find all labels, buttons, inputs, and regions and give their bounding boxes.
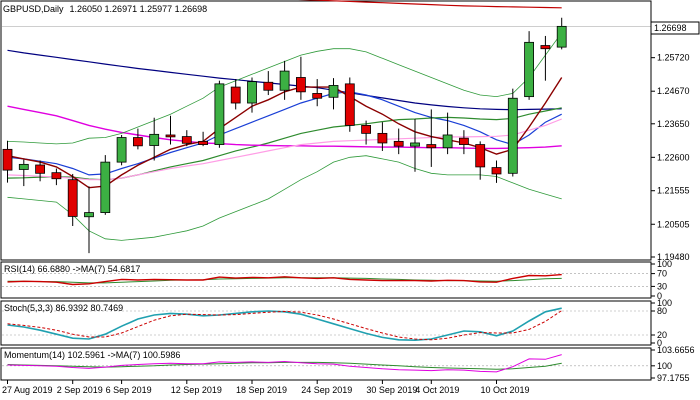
bull-candle-body <box>507 97 518 174</box>
bull-candle-body <box>442 134 453 149</box>
indicator-tick-label: 100 <box>657 259 672 269</box>
overlay-boll_lower <box>7 155 562 241</box>
bear-candle-body <box>132 137 143 147</box>
candlestick-series <box>2 17 567 254</box>
bear-candle-body <box>393 140 404 147</box>
bear-candle-body <box>230 86 241 104</box>
bear-candle-body <box>263 81 274 91</box>
bear-candle-body <box>361 124 372 134</box>
bear-candle-body <box>540 45 551 50</box>
indicator-tick-label: 30 <box>657 281 667 291</box>
price-tick-label: 1.19480 <box>657 252 690 262</box>
bear-candle-body <box>67 179 78 217</box>
bull-candle-body <box>84 212 94 218</box>
date-tick-label: 24 Sep 2019 <box>301 385 352 395</box>
bull-candle-body <box>247 81 257 104</box>
bear-candle-body <box>475 144 486 168</box>
bull-candle-body <box>149 133 160 146</box>
date-tick-label: 4 Oct 2019 <box>415 385 459 395</box>
date-tick-label: 10 Oct 2019 <box>481 385 530 395</box>
date-tick-label: 30 Sep 2019 <box>366 385 417 395</box>
bull-candle-body <box>410 142 420 147</box>
date-tick-label: 2 Sep 2019 <box>57 385 103 395</box>
date-axis: 27 Aug 2019 2 Sep 2019 6 Sep 2019 12 Sep 20… <box>2 380 530 395</box>
bull-candle-body <box>328 85 339 98</box>
rsi-lines <box>7 273 562 286</box>
price-tick-label: 1.20505 <box>657 219 690 229</box>
bear-candle-body <box>295 77 306 93</box>
momentum-signal-line <box>7 361 562 370</box>
bear-candle-body <box>165 134 176 138</box>
price-tick-label: 1.22600 <box>657 152 690 162</box>
bull-candle-body <box>279 70 290 91</box>
bear-candle-body <box>344 83 355 126</box>
overlay-ma_magenta <box>7 105 562 150</box>
date-tick-label: 6 Sep 2019 <box>106 385 152 395</box>
momentum-level-lines: 103.6656 100 97.1755 <box>2 345 695 383</box>
ohlc-values: 1.26050 1.26971 1.25977 1.26698 <box>70 4 208 14</box>
chart-header-ohlc: GBPUSD,Daily 1.26050 1.26971 1.25977 1.26… <box>3 4 207 14</box>
momentum-panel <box>0 347 652 381</box>
indicator-tick-label: 97.1755 <box>657 373 690 383</box>
stoch-panel <box>0 300 652 346</box>
rsi-panel <box>0 261 652 299</box>
date-tick-label: 18 Sep 2019 <box>236 385 287 395</box>
indicator-tick-label: 80 <box>657 306 667 316</box>
price-tick-label: 1.24670 <box>657 86 690 96</box>
overlay-ema_fast <box>7 91 562 176</box>
bear-candle-body <box>491 167 502 175</box>
bear-candle-body <box>181 136 192 144</box>
bull-candle-body <box>556 25 567 48</box>
rsi-label: RSI(14) 66.6880 ->MA(7) 54.6817 <box>4 264 140 274</box>
momentum-label: Momentum(14) 102.5961 ->MA(7) 100.5986 <box>4 350 180 360</box>
momentum-main-line <box>7 354 562 373</box>
price-axis: 1.25720 1.24670 1.23650 1.22600 1.21555 1.205… <box>651 53 690 262</box>
indicator-tick-label: 103.6656 <box>657 345 695 355</box>
bear-candle-body <box>198 140 209 145</box>
bull-candle-body <box>116 137 127 163</box>
date-tick-label: 27 Aug 2019 <box>2 385 53 395</box>
overlay-ma_pink <box>7 118 562 181</box>
bull-candle-body <box>524 41 534 98</box>
indicator-tick-label: 20 <box>657 330 667 340</box>
indicator-tick-label: 0 <box>657 291 662 301</box>
indicator-tick-label: 100 <box>657 361 672 371</box>
price-tick-label: 1.25720 <box>657 53 690 63</box>
bear-candle-body <box>2 148 13 171</box>
indicator-tick-label: 0 <box>657 338 662 348</box>
bear-candle-body <box>35 164 45 174</box>
stoch-signal-line <box>7 310 562 341</box>
indicator-tick-label: 70 <box>657 269 667 279</box>
stoch-label: Stoch(5,3,3) 86.9392 80.7469 <box>4 303 123 313</box>
bear-candle-body <box>426 144 437 149</box>
current-price-tag: 1.26698 <box>650 21 700 35</box>
price-tick-label: 1.23650 <box>657 119 690 129</box>
bull-candle-body <box>18 163 29 170</box>
bull-candle-body <box>214 83 225 145</box>
rsi-main-line <box>7 273 562 286</box>
momentum-lines <box>7 354 562 373</box>
price-tick-label: 1.21555 <box>657 186 690 196</box>
current-price-label: 1.26698 <box>654 23 687 33</box>
overlay-sma200 <box>298 0 562 9</box>
bear-candle-body <box>377 132 388 144</box>
bear-candle-body <box>312 93 323 99</box>
date-tick-label: 12 Sep 2019 <box>171 385 222 395</box>
stoch-lines <box>7 307 562 342</box>
symbol-label: GBPUSD,Daily <box>3 4 64 14</box>
bull-candle-body <box>100 161 111 213</box>
bear-candle-body <box>458 137 469 145</box>
indicator-tick-label: 100 <box>657 298 672 308</box>
bear-candle-body <box>51 172 62 180</box>
